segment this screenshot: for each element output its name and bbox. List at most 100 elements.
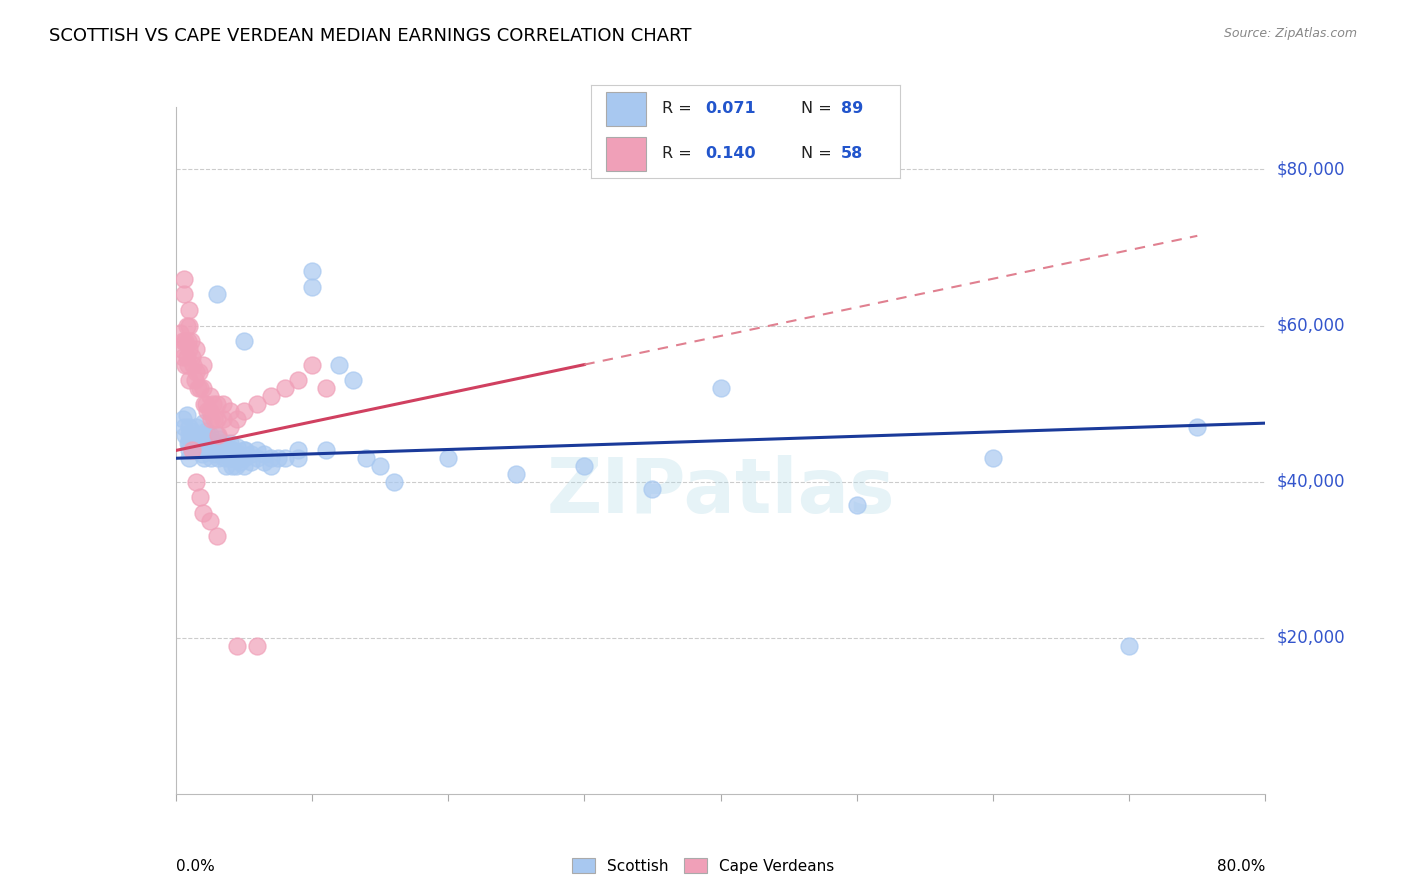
- Point: [246, 639, 269, 653]
- Point: [186, 440, 208, 454]
- Point: [228, 447, 250, 461]
- Text: R =: R =: [662, 145, 696, 161]
- Point: [301, 264, 323, 278]
- Point: [710, 381, 733, 395]
- Point: [193, 396, 215, 410]
- Point: [239, 455, 262, 469]
- Point: [173, 271, 195, 285]
- Point: [260, 389, 283, 403]
- Point: [179, 303, 201, 318]
- Point: [198, 427, 221, 442]
- Point: [198, 389, 221, 403]
- Point: [212, 443, 235, 458]
- Point: [183, 358, 205, 372]
- Point: [202, 412, 225, 426]
- Point: [179, 318, 201, 333]
- Point: [232, 443, 254, 458]
- Point: [232, 404, 254, 418]
- Point: [301, 279, 323, 293]
- Point: [173, 287, 195, 301]
- Point: [246, 443, 269, 458]
- Point: [328, 358, 350, 372]
- Text: $80,000: $80,000: [1277, 161, 1346, 178]
- Text: 0.140: 0.140: [704, 145, 755, 161]
- Point: [173, 420, 195, 434]
- Point: [205, 287, 228, 301]
- Text: 0.071: 0.071: [704, 101, 755, 116]
- Text: 58: 58: [841, 145, 863, 161]
- Point: [187, 435, 209, 450]
- Point: [186, 475, 208, 489]
- Point: [188, 443, 211, 458]
- Point: [212, 435, 235, 450]
- Point: [505, 467, 527, 481]
- Point: [221, 458, 243, 473]
- Text: 80.0%: 80.0%: [1218, 859, 1265, 874]
- Point: [368, 458, 391, 473]
- Point: [195, 404, 218, 418]
- Point: [1118, 639, 1140, 653]
- Point: [179, 443, 201, 458]
- Point: [176, 318, 198, 333]
- Point: [201, 435, 224, 450]
- Point: [211, 447, 233, 461]
- Point: [207, 451, 229, 466]
- Point: [225, 458, 247, 473]
- Point: [190, 447, 212, 461]
- Legend: Scottish, Cape Verdeans: Scottish, Cape Verdeans: [565, 852, 841, 880]
- Point: [191, 443, 214, 458]
- Point: [200, 451, 222, 466]
- Point: [187, 366, 209, 380]
- Point: [215, 458, 238, 473]
- Text: $60,000: $60,000: [1277, 317, 1346, 334]
- Point: [246, 396, 269, 410]
- Point: [201, 396, 224, 410]
- Point: [253, 447, 276, 461]
- Point: [233, 443, 256, 458]
- Point: [191, 416, 214, 430]
- Point: [287, 451, 309, 466]
- Point: [209, 440, 232, 454]
- Point: [172, 334, 194, 349]
- Point: [232, 334, 254, 349]
- Point: [207, 427, 229, 442]
- Point: [179, 427, 201, 442]
- Point: [274, 381, 297, 395]
- Point: [226, 440, 249, 454]
- Point: [170, 342, 193, 356]
- Point: [177, 358, 200, 372]
- Text: SCOTTISH VS CAPE VERDEAN MEDIAN EARNINGS CORRELATION CHART: SCOTTISH VS CAPE VERDEAN MEDIAN EARNINGS…: [49, 27, 692, 45]
- Point: [188, 381, 211, 395]
- Point: [172, 350, 194, 364]
- Point: [287, 373, 309, 387]
- Point: [198, 514, 221, 528]
- Point: [195, 432, 218, 446]
- Point: [179, 420, 201, 434]
- Point: [218, 447, 240, 461]
- Point: [205, 529, 228, 543]
- Point: [204, 447, 226, 461]
- Point: [198, 404, 221, 418]
- Point: [179, 435, 201, 450]
- Point: [222, 443, 245, 458]
- Point: [437, 451, 460, 466]
- Point: [174, 334, 197, 349]
- Point: [845, 498, 868, 512]
- Point: [174, 427, 197, 442]
- Point: [179, 373, 201, 387]
- Text: Source: ZipAtlas.com: Source: ZipAtlas.com: [1223, 27, 1357, 40]
- Point: [253, 455, 276, 469]
- Point: [186, 427, 209, 442]
- Point: [177, 334, 200, 349]
- Point: [181, 350, 204, 364]
- Text: N =: N =: [801, 101, 837, 116]
- Point: [232, 458, 254, 473]
- Point: [301, 358, 323, 372]
- Point: [179, 342, 201, 356]
- Point: [193, 451, 215, 466]
- Point: [1187, 420, 1209, 434]
- Point: [183, 432, 205, 446]
- Point: [214, 451, 236, 466]
- Point: [181, 443, 204, 458]
- Point: [246, 451, 269, 466]
